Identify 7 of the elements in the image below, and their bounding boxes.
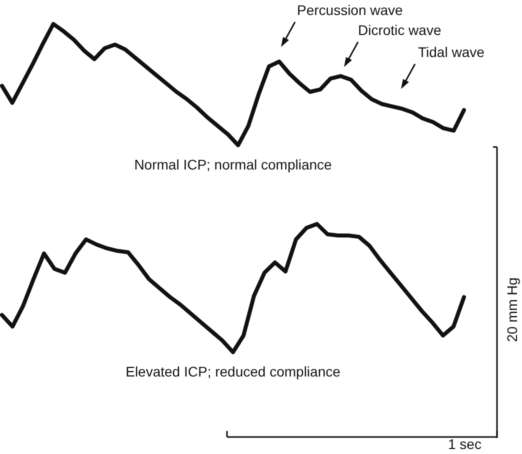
text: Percussion wave bbox=[297, 2, 403, 18]
text: Normal ICP; normal compliance bbox=[134, 156, 332, 172]
text: 20 mm Hg bbox=[504, 277, 520, 342]
annotation: Tidal wave bbox=[418, 44, 484, 60]
text: 1 sec bbox=[448, 436, 482, 452]
text: Elevated ICP; reduced compliance bbox=[126, 363, 341, 380]
annotation: Dicrotic wave bbox=[358, 22, 442, 38]
